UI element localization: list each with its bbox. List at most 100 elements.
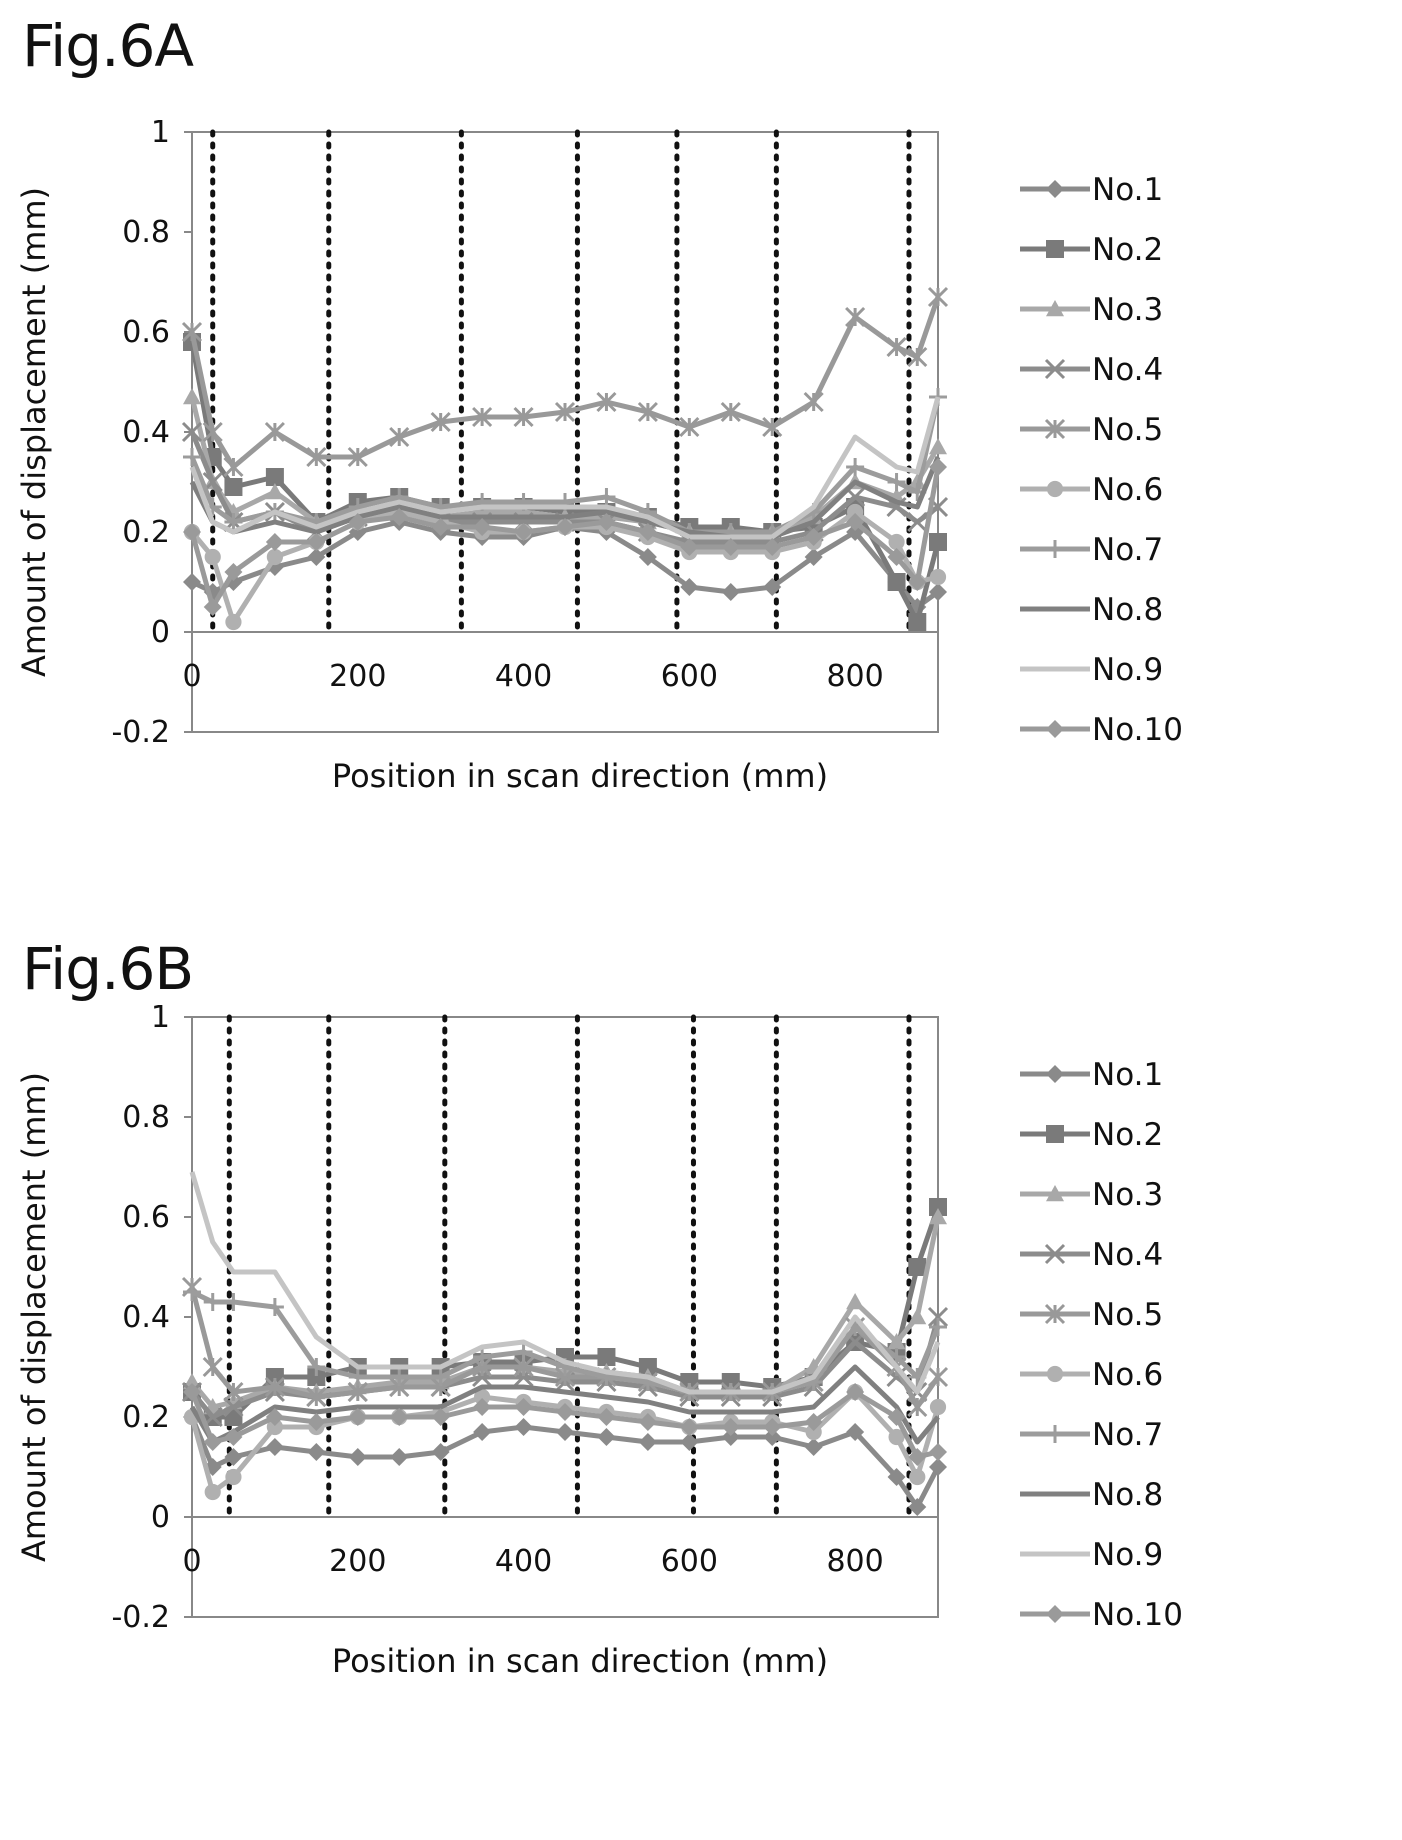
data-point [597,488,616,506]
legend-marker [1046,1125,1064,1143]
data-point [225,613,242,631]
data-point [929,1208,947,1225]
data-point [266,1418,283,1436]
legend-item: No.10 [1020,1597,1183,1633]
data-point [265,533,284,551]
legend-marker [1044,418,1066,440]
data-point [348,1408,367,1426]
legend-label: No.2 [1092,1117,1163,1153]
data-point [763,578,782,596]
data-point [846,1423,865,1441]
data-point [473,518,492,536]
data-point [929,438,947,455]
data-point [307,1358,326,1376]
data-point [847,503,864,521]
data-point [929,533,947,551]
data-point [554,401,576,423]
data-point [183,1373,201,1390]
data-point [514,1418,533,1436]
legend-label: No.6 [1092,472,1163,508]
legend-marker [1046,240,1064,258]
legend-marker [1046,480,1064,498]
legend-label: No.10 [1092,1597,1183,1633]
data-point [204,548,221,566]
y-axis-title: Amount of displacement (mm) [15,187,53,677]
x-tick-label: 0 [182,659,201,694]
data-point [888,533,905,551]
data-point [224,1428,243,1446]
data-point [430,411,451,433]
data-point [431,1408,450,1426]
data-point [907,346,928,368]
data-point [804,1413,823,1431]
y-tick-label: 0.8 [122,1100,170,1135]
data-point [908,573,927,591]
series-line [189,456,941,540]
data-point [763,1418,782,1436]
data-point [908,613,927,631]
y-tick-label: 0.4 [122,415,170,450]
data-point [887,1408,906,1426]
data-point [721,583,740,601]
x-tick-label: 200 [329,1544,386,1579]
legend-label: No.2 [1092,232,1163,268]
data-point [929,1458,947,1476]
legend-item: No.1 [1020,1057,1163,1093]
data-point [307,533,326,551]
legend-marker [1046,540,1064,558]
legend-marker [1046,300,1064,317]
legend-label: No.3 [1092,292,1163,328]
data-point [597,1408,616,1426]
data-point [473,1423,492,1441]
legend-marker [1046,1425,1064,1443]
legend-item: No.2 [1020,232,1163,268]
data-point [556,1423,574,1441]
legend-marker [1046,1185,1064,1202]
data-point [597,513,616,531]
data-point [183,1383,201,1401]
data-point [908,1448,927,1466]
figure-6b-title: Fig.6B [22,935,194,1003]
legend-item: No.9 [1020,1537,1163,1573]
series-line [189,1171,941,1395]
data-point [306,1386,327,1408]
y-axis-title: Amount of displacement (mm) [15,1072,53,1562]
y-tick-label: 0.2 [122,1400,170,1435]
data-point [720,401,741,423]
data-point [431,518,450,536]
data-point [183,448,201,466]
legend-label: No.9 [1092,1537,1163,1573]
data-point [264,1376,285,1398]
y-tick-label: 0.6 [122,315,170,350]
data-point [804,1438,823,1456]
legend: No.1 No.2 No.3 No.4 No.5 No.6 No.7 No.8 No.9 No.1… [1020,172,1183,748]
x-axis-title: Position in scan direction (mm) [332,757,828,795]
legend-label: No.4 [1092,1237,1163,1273]
data-point [183,1283,201,1301]
data-point [638,523,657,541]
data-point [680,538,699,556]
legend-item: No.10 [1020,712,1183,748]
data-point [223,1381,244,1403]
data-point [181,421,203,443]
y-tick-label: 0.2 [122,515,170,550]
y-tick-label: -0.2 [111,1600,170,1635]
data-point [638,1358,657,1376]
data-point [929,1318,947,1336]
x-tick-label: 400 [495,659,552,694]
y-tick-label: 0.8 [122,215,170,250]
legend-label: No.8 [1092,1477,1163,1513]
legend-label: No.3 [1092,1177,1163,1213]
series-no-8 [189,1364,940,1445]
data-point [265,1438,284,1456]
data-point [888,1428,905,1446]
legend-marker [1046,720,1064,738]
data-point [886,336,907,358]
data-point [307,1443,326,1461]
data-point [762,416,783,438]
y-tick-label: 1 [151,120,170,150]
data-point [266,548,283,566]
legend-label: No.1 [1092,1057,1163,1093]
data-point [307,1413,326,1431]
data-point [887,548,906,566]
